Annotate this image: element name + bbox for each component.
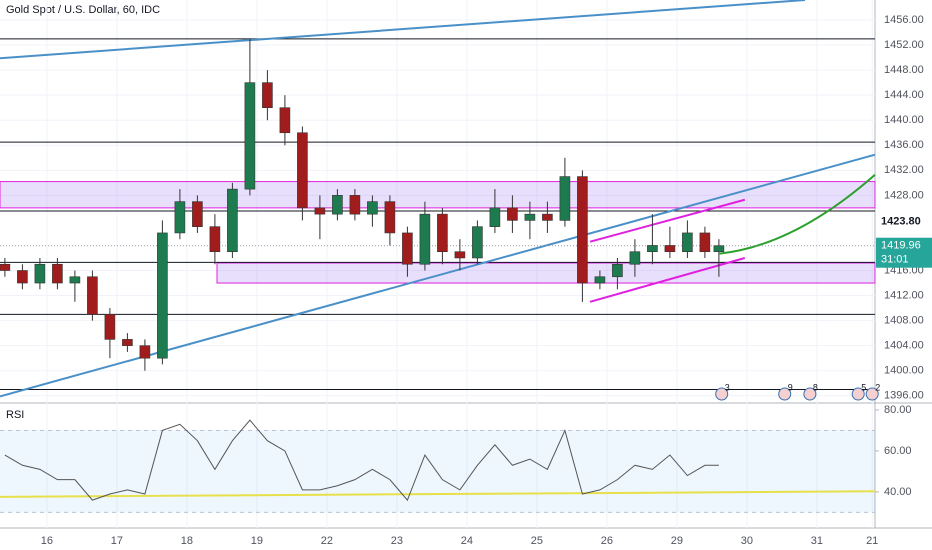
candle-body [244, 82, 256, 190]
candle-body [139, 345, 151, 359]
y-tick-label: 1412.00 [884, 289, 924, 301]
rsi-trendline [0, 490, 876, 498]
y-tick-label: 1444.00 [884, 89, 924, 101]
candle-body [559, 176, 571, 221]
candle-body [367, 201, 378, 215]
candle-body [384, 201, 396, 234]
candle-body [157, 232, 168, 359]
x-tick-label: 24 [461, 535, 473, 547]
x-tick-label: 22 [321, 535, 333, 547]
x-tick-label: 16 [41, 535, 53, 547]
chart-title: Gold Spot / U.S. Dollar, 60, IDC [6, 4, 160, 16]
candle-body [192, 201, 203, 227]
x-tick-label: 17 [111, 535, 123, 547]
y-tick-label: 1448.00 [884, 64, 924, 76]
candle-body [0, 263, 11, 271]
candle-body [507, 207, 518, 221]
candle-body [713, 245, 725, 253]
candle-body [402, 232, 413, 265]
y-tick-label: 1456.00 [884, 14, 924, 26]
y-tick-label: 1404.00 [884, 340, 924, 352]
projection-curve [719, 173, 876, 255]
candle-body [419, 213, 431, 265]
rsi-line [4, 419, 719, 502]
candle-body [87, 276, 98, 315]
rsi-tick-label: 80.00 [884, 404, 912, 416]
event-label: 5 [861, 382, 866, 392]
price-marker-label: 1419.96 [881, 240, 921, 252]
candle-body [209, 226, 221, 253]
trendline [0, 0, 806, 60]
rsi-band [0, 430, 875, 513]
candle-body [577, 176, 588, 284]
candle-body [524, 213, 536, 221]
event-icon [851, 387, 865, 401]
candle-body [279, 107, 291, 134]
x-tick-label: 25 [531, 535, 543, 547]
x-tick-label: 18 [181, 535, 193, 547]
candle-body [174, 201, 186, 234]
candle-body [472, 226, 483, 259]
rsi-tick-label: 60.00 [884, 445, 912, 457]
x-tick-label: 21 [866, 535, 878, 547]
event-icon [803, 387, 817, 401]
y-tick-label: 1436.00 [884, 139, 924, 151]
candle-body [489, 207, 501, 227]
event-label: 3 [725, 382, 730, 392]
candle-body [629, 251, 641, 265]
candle-body [314, 207, 326, 215]
candle-body [542, 213, 553, 221]
candle-body [104, 314, 116, 340]
price-marker-box [876, 237, 932, 268]
candle-body [682, 232, 693, 253]
event-icon [778, 387, 792, 401]
trendline [589, 198, 746, 243]
price-marker-label: 1423.80 [881, 216, 921, 228]
rsi-label: RSI [6, 409, 24, 421]
candle-body [262, 82, 273, 109]
price-marker-box [876, 213, 932, 230]
candle-body [297, 132, 308, 209]
y-tick-label: 1432.00 [884, 164, 924, 176]
candle-body [17, 270, 28, 284]
x-tick-label: 31 [811, 535, 823, 547]
candle-body [454, 251, 466, 259]
y-tick-label: 1452.00 [884, 39, 924, 51]
x-tick-label: 26 [601, 535, 613, 547]
rsi-tick-label: 40.00 [884, 486, 912, 498]
event-icon [865, 387, 879, 401]
event-label: 8 [813, 382, 818, 392]
event-label: 2 [875, 382, 880, 392]
candle-body [647, 245, 658, 253]
countdown: 31:01 [881, 254, 909, 266]
y-tick-label: 1428.00 [884, 189, 924, 201]
candle-body [437, 213, 448, 253]
candle-body [594, 276, 606, 284]
x-tick-label: 29 [671, 535, 683, 547]
candle-body [699, 232, 711, 253]
y-tick-label: 1408.00 [884, 315, 924, 327]
candle-body [69, 276, 81, 284]
zone [216, 262, 876, 284]
candle-body [227, 188, 238, 253]
candle-body [332, 195, 343, 215]
candle-body [122, 339, 133, 346]
zone [0, 181, 876, 209]
x-tick-label: 19 [251, 535, 263, 547]
candle-body [664, 245, 676, 253]
candle-body [52, 263, 63, 284]
candle-body [612, 263, 623, 278]
y-tick-label: 1396.00 [884, 390, 924, 402]
event-label: 9 [788, 382, 793, 392]
candle-body [34, 263, 46, 284]
y-tick-label: 1400.00 [884, 365, 924, 377]
event-icon [715, 387, 729, 401]
candle-body [349, 195, 361, 215]
x-tick-label: 23 [391, 535, 403, 547]
y-tick-label: 1440.00 [884, 114, 924, 126]
x-tick-label: 30 [741, 535, 753, 547]
